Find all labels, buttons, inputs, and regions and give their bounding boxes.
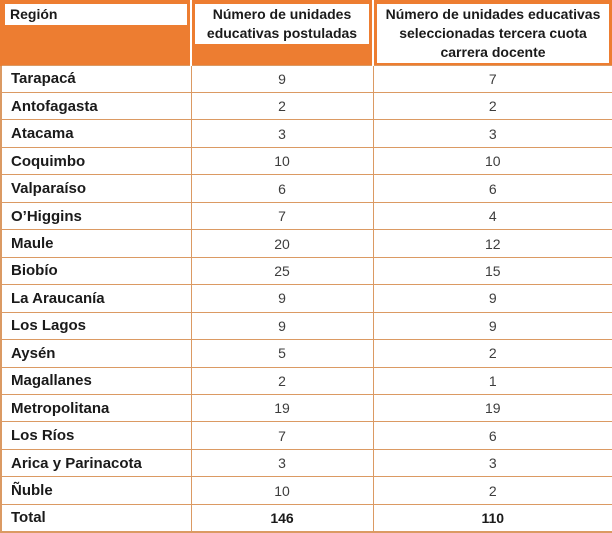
region-name-cell: Valparaíso	[1, 174, 191, 203]
postuladas-cell: 25	[190, 256, 373, 285]
region-name-cell: Tarapacá	[1, 64, 191, 93]
region-name-cell: La Araucanía	[1, 284, 191, 313]
region-name-cell: O’Higgins	[1, 201, 191, 230]
seleccionadas-cell: 6	[372, 421, 612, 450]
postuladas-cell: 5	[190, 339, 373, 368]
region-name-cell: Aysén	[1, 339, 191, 368]
seleccionadas-cell: 12	[372, 229, 612, 258]
postuladas-cell: 2	[190, 366, 373, 395]
total-label-cell: Total	[1, 503, 191, 532]
table-row: Coquimbo 10 10	[1, 146, 612, 175]
table-row: Tarapacá 9 7	[1, 64, 612, 93]
region-name-cell: Metropolitana	[1, 394, 191, 422]
seleccionadas-cell: 4	[372, 201, 612, 230]
postuladas-cell: 7	[190, 201, 373, 230]
seleccionadas-cell: 7	[372, 64, 612, 93]
header-cell-seleccionadas: Número de unidades educativas selecciona…	[372, 1, 612, 66]
seleccionadas-cell: 3	[372, 119, 612, 148]
table-row: Magallanes 2 1	[1, 366, 612, 395]
seleccionadas-cell: 19	[372, 394, 612, 422]
header-cell-region: Región	[0, 1, 191, 66]
header-label-region: Región	[5, 4, 187, 25]
postuladas-cell: 9	[190, 284, 373, 313]
table-row: Biobío 25 15	[1, 256, 612, 285]
postuladas-cell: 20	[190, 229, 373, 258]
postuladas-cell: 10	[190, 476, 373, 505]
table-row: O’Higgins 7 4	[1, 201, 612, 230]
region-name-cell: Ñuble	[1, 476, 191, 505]
seleccionadas-cell: 1	[372, 366, 612, 395]
header-label-seleccionadas: Número de unidades educativas selecciona…	[377, 4, 609, 63]
postuladas-cell: 7	[190, 421, 373, 450]
seleccionadas-cell: 10	[372, 146, 612, 175]
table-header-row: Región Número de unidades educativas pos…	[0, 1, 612, 66]
region-name-cell: Arica y Parinacota	[1, 448, 191, 477]
total-seleccionadas-cell: 110	[372, 503, 612, 532]
postuladas-cell: 6	[190, 174, 373, 203]
table-row: Metropolitana 19 19	[1, 394, 612, 422]
table-row: Arica y Parinacota 3 3	[1, 448, 612, 477]
region-name-cell: Biobío	[1, 256, 191, 285]
region-name-cell: Los Lagos	[1, 311, 191, 340]
total-row: Total 146 110	[1, 503, 612, 532]
table-row: La Araucanía 9 9	[1, 284, 612, 313]
postuladas-cell: 3	[190, 119, 373, 148]
table-row: Valparaíso 6 6	[1, 174, 612, 203]
region-name-cell: Coquimbo	[1, 146, 191, 175]
table-row: Los Lagos 9 9	[1, 311, 612, 340]
seleccionadas-cell: 9	[372, 284, 612, 313]
postuladas-cell: 9	[190, 311, 373, 340]
region-name-cell: Antofagasta	[1, 92, 191, 120]
table-row: Aysén 5 2	[1, 339, 612, 368]
region-name-cell: Magallanes	[1, 366, 191, 395]
table-row: Ñuble 10 2	[1, 476, 612, 505]
postuladas-cell: 3	[190, 448, 373, 477]
region-name-cell: Los Ríos	[1, 421, 191, 450]
postuladas-cell: 19	[190, 394, 373, 422]
table-row: Maule 20 12	[1, 229, 612, 258]
total-postuladas-cell: 146	[190, 503, 373, 532]
seleccionadas-cell: 2	[372, 339, 612, 368]
region-name-cell: Atacama	[1, 119, 191, 148]
header-cell-postuladas: Número de unidades educativas postuladas	[190, 1, 373, 66]
table-row: Los Ríos 7 6	[1, 421, 612, 450]
seleccionadas-cell: 2	[372, 92, 612, 120]
seleccionadas-cell: 2	[372, 476, 612, 505]
table-row: Atacama 3 3	[1, 119, 612, 148]
region-name-cell: Maule	[1, 229, 191, 258]
table-row: Antofagasta 2 2	[1, 92, 612, 120]
seleccionadas-cell: 6	[372, 174, 612, 203]
postuladas-cell: 10	[190, 146, 373, 175]
postuladas-cell: 2	[190, 92, 373, 120]
postuladas-cell: 9	[190, 64, 373, 93]
seleccionadas-cell: 9	[372, 311, 612, 340]
header-label-postuladas: Número de unidades educativas postuladas	[195, 4, 369, 44]
seleccionadas-cell: 3	[372, 448, 612, 477]
seleccionadas-cell: 15	[372, 256, 612, 285]
